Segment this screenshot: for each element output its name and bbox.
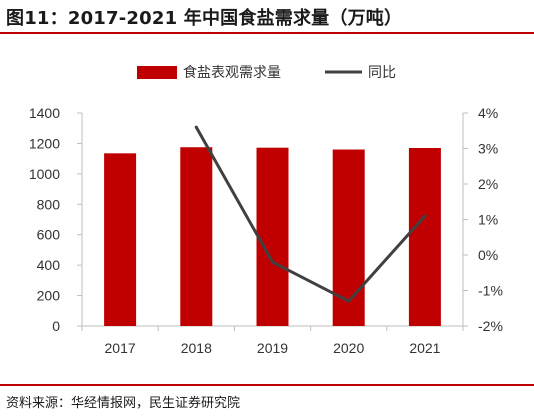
right-tick-label: 1% [478, 212, 498, 228]
legend-label-line: 同比 [368, 65, 396, 81]
left-tick-label: 600 [37, 227, 61, 243]
line-series [194, 125, 427, 303]
right-tick-label: -1% [478, 283, 503, 299]
tick-labels: 0 200 400 600 800 1000 1200 1400 -2% -1% 0% 1% 2% 3% 4… [29, 105, 503, 356]
yoy-point-2020 [347, 299, 351, 303]
bar-2018 [180, 147, 213, 326]
x-tick-label: 2017 [105, 340, 136, 356]
bar-line-chart: 食盐表观需求量 同比 0 200 400 600 800 1000 1200 1400 -2% -1… [29, 64, 503, 356]
bar-2019 [256, 147, 289, 326]
yoy-point-2019 [271, 260, 274, 264]
right-tick-label: 2% [478, 176, 498, 192]
left-tick-label: 1000 [29, 166, 60, 182]
figure-title: 图11：2017-2021 年中国食盐需求量（万吨） [6, 8, 403, 29]
right-tick-label: 4% [478, 105, 498, 121]
left-tick-label: 1400 [29, 105, 60, 121]
source-note: 资料来源：华经情报网，民生证券研究院 [6, 396, 241, 411]
left-tick-label: 1200 [29, 135, 60, 151]
bar-2017 [104, 153, 137, 326]
x-tick-label: 2018 [181, 340, 212, 356]
right-tick-label: -2% [478, 318, 503, 334]
legend-swatch-bar [137, 66, 177, 79]
x-tick-label: 2020 [333, 340, 364, 356]
yoy-point-2021 [423, 214, 427, 218]
source-rule [0, 384, 534, 386]
x-tick-label: 2019 [257, 340, 288, 356]
left-tick-label: 0 [52, 318, 60, 334]
bar-2021 [408, 147, 441, 326]
title-rule [0, 32, 534, 34]
x-tick-label: 2021 [409, 340, 440, 356]
right-tick-label: 0% [478, 247, 498, 263]
right-tick-label: 3% [478, 141, 498, 157]
yoy-line [194, 125, 427, 303]
legend-label-bar: 食盐表观需求量 [183, 64, 281, 81]
left-tick-label: 400 [37, 257, 61, 273]
bar-series [104, 147, 441, 326]
legend: 食盐表观需求量 同比 [137, 64, 396, 81]
yoy-point-2018 [194, 125, 198, 129]
left-tick-label: 200 [37, 288, 61, 304]
left-tick-label: 800 [37, 196, 61, 212]
